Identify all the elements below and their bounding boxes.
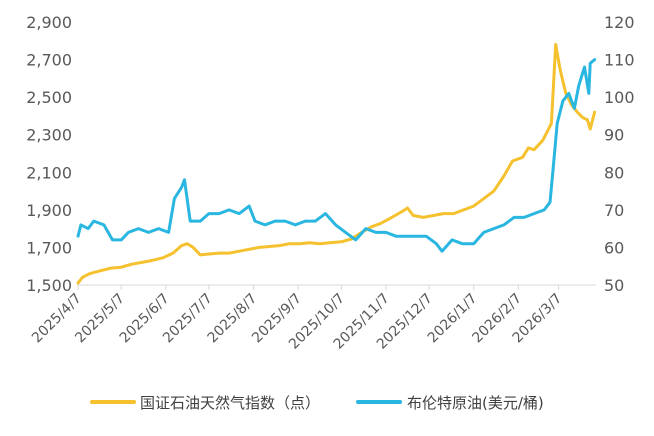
series-line-right-axis	[76, 58, 597, 253]
series-layer	[76, 43, 597, 285]
series-line-left-axis	[76, 43, 597, 285]
y-right-tick-label: 60	[604, 238, 624, 257]
legend: 国证石油天然气指数（点） 布伦特原油(美元/桶)	[90, 394, 544, 412]
y-right-tick-label: 120	[604, 13, 635, 32]
legend-label: 国证石油天然气指数（点）	[140, 394, 320, 412]
y-left-tick-label: 2,100	[26, 163, 72, 182]
y-right-tick-label: 100	[604, 88, 635, 107]
y-right-tick-label: 90	[604, 126, 624, 145]
legend-label: 布伦特原油(美元/桶)	[407, 394, 544, 412]
y-right-tick-label: 50	[604, 276, 624, 295]
y-right-tick-label: 80	[604, 163, 624, 182]
y-left-tick-label: 2,700	[26, 51, 72, 70]
y-right-tick-label: 110	[604, 51, 635, 70]
y-left-tick-label: 1,700	[26, 238, 72, 257]
y-left-tick-label: 2,900	[26, 13, 72, 32]
y-left-tick-label: 2,300	[26, 126, 72, 145]
y-right-tick-label: 70	[604, 201, 624, 220]
axes-layer: 1,500 1,700 1,900 2,100 2,300 2,500 2,700 2,900…	[26, 13, 634, 353]
y-left-tick-label: 2,500	[26, 88, 72, 107]
y-left-tick-label: 1,900	[26, 201, 72, 220]
y-left-tick-label: 1,500	[26, 276, 72, 295]
